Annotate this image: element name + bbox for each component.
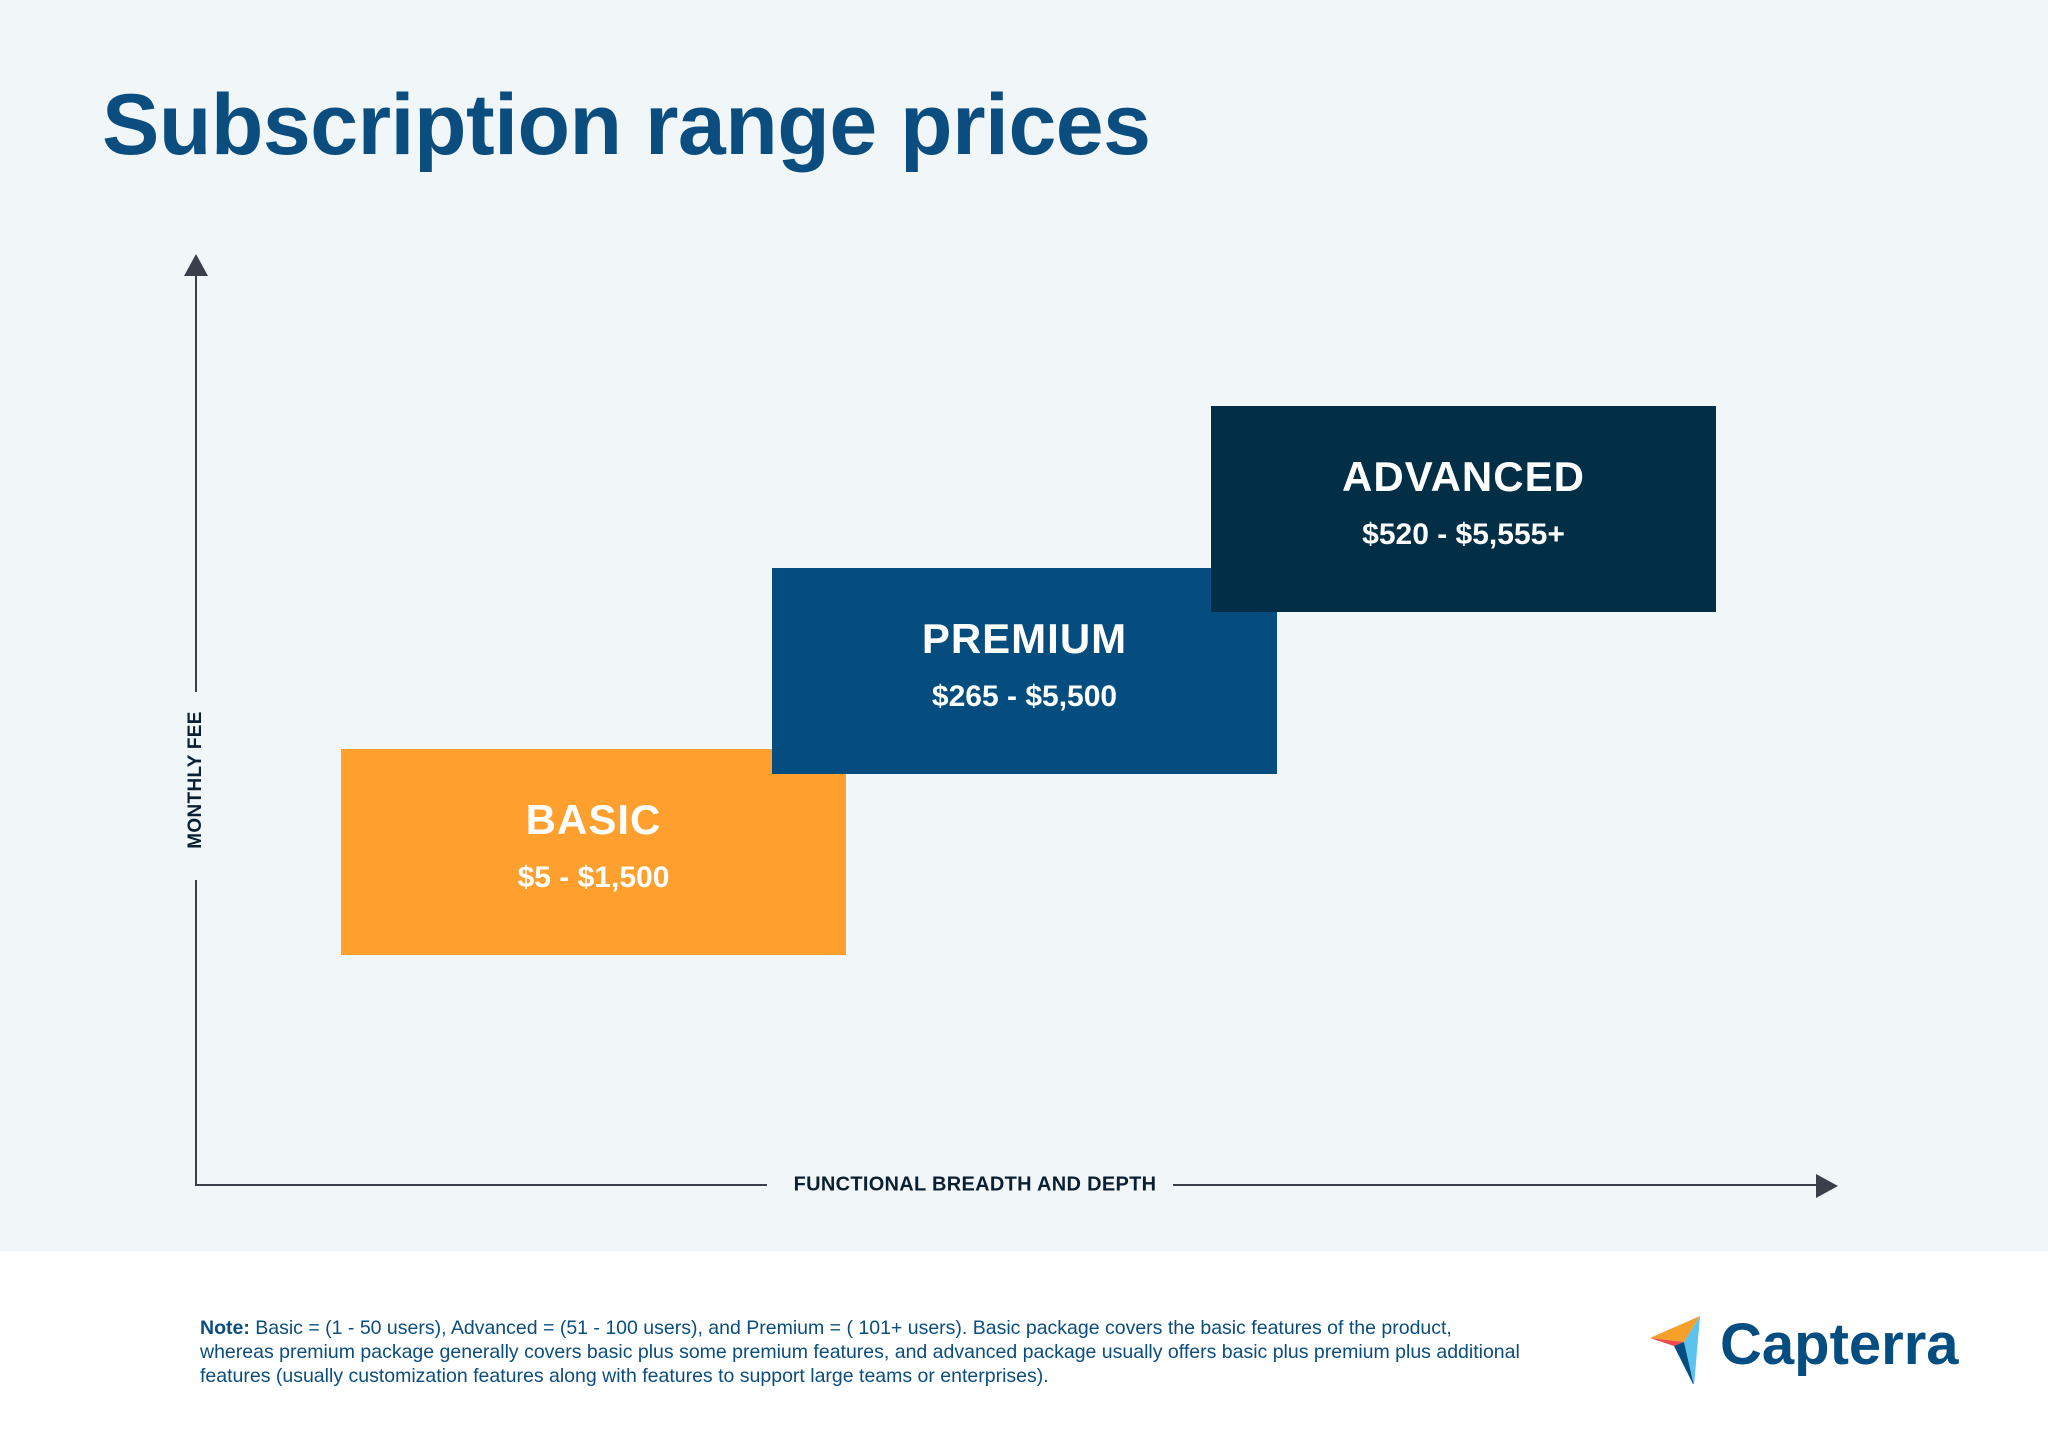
tier-basic: BASIC $5 - $1,500 [341,749,846,955]
y-axis-arrow-icon [184,254,208,276]
y-axis-label: MONTHLY FEE [185,711,206,849]
note-text: Basic = (1 - 50 users), Advanced = (51 -… [200,1317,1520,1387]
y-axis-line-lower [195,880,197,1186]
x-axis-arrow-icon [1816,1174,1838,1198]
x-axis-line [195,1184,767,1186]
y-axis-line [195,270,197,692]
capterra-logo: Capterra [1648,1312,1968,1384]
tier-advanced: ADVANCED $520 - $5,555+ [1211,406,1716,612]
x-axis-line-right [1173,1184,1823,1186]
capterra-logo-text: Capterra [1720,1312,1959,1377]
tier-premium: PREMIUM $265 - $5,500 [772,568,1277,774]
tier-price: $265 - $5,500 [931,680,1118,713]
footer-area [0,1251,2048,1451]
tier-price: $5 - $1,500 [517,861,670,894]
tier-name: BASIC [525,796,662,843]
x-axis-label: FUNCTIONAL BREADTH AND DEPTH [793,1173,1157,1196]
note-label: Note: [200,1317,250,1339]
capterra-logo-icon [1650,1316,1700,1384]
tier-name: PREMIUM [921,615,1128,662]
page-title: Subscription range prices [102,77,1151,173]
footnote: Note: Basic = (1 - 50 users), Advanced =… [200,1316,1520,1388]
tier-name: ADVANCED [1342,453,1585,500]
tier-price: $520 - $5,555+ [1362,518,1565,551]
